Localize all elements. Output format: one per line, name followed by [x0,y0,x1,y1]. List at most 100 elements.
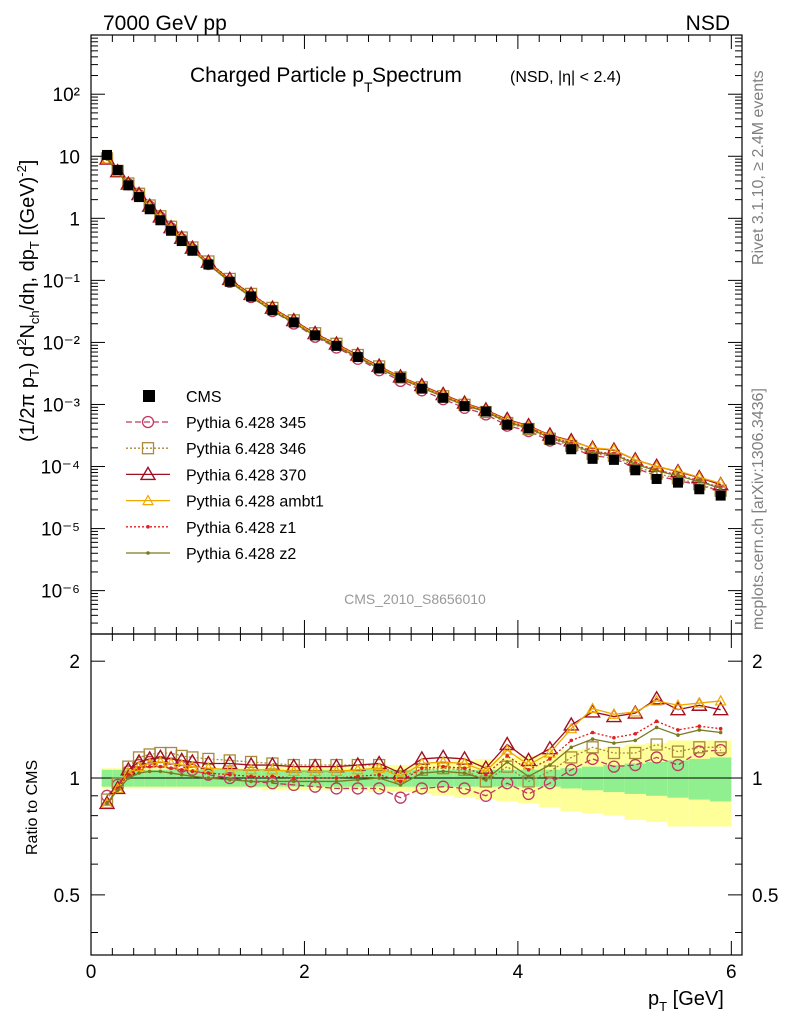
data-point [351,782,364,795]
process-label: NSD [686,12,730,35]
data-point [126,772,131,777]
series-main-ambt1 [100,152,727,488]
legend-marker-p346 [141,442,155,455]
main-y-axis-label: (1/2π pT) d2Nch/dη, dpT [(GeV)-2] [14,160,42,442]
data-point [480,406,491,417]
legend-label-cms: CMS [186,389,222,406]
data-point [629,705,642,717]
data-point [190,769,195,774]
main-frame [90,34,743,635]
data-point [526,774,531,779]
data-point [377,776,381,780]
data-point [420,766,424,771]
data-point [548,763,552,767]
data-point [633,732,638,736]
data-point [458,782,471,795]
data-point [356,777,360,782]
legend-label-p346: Pythia 6.428 346 [186,441,306,458]
data-point [187,245,198,256]
data-point [331,340,342,351]
band-inner [645,761,668,796]
data-point [147,764,152,769]
data-point [186,751,199,764]
legend: CMS Pythia 6.428 345 Pythia 6.428 346 Pythi… [126,389,324,563]
data-point [416,383,427,394]
data-point [246,291,257,302]
data-point [102,149,113,160]
series-line [106,158,721,489]
data-point [144,204,155,215]
data-point [352,352,363,363]
data-point [523,423,534,434]
data-point [270,779,275,784]
data-point [654,719,659,724]
data-point [245,763,258,775]
data-point [309,765,322,777]
data-point [203,259,214,270]
data-point [718,726,723,731]
series-line [106,700,721,804]
legend-label-ambt1: Pythia 6.428 ambt1 [186,494,324,511]
data-point [712,701,729,716]
data-point [697,479,702,484]
data-point [169,771,173,775]
data-point [501,743,514,755]
data-point [176,236,187,247]
data-point [654,469,659,473]
data-point [334,776,339,780]
band-inner [688,758,710,800]
data-point [392,764,409,779]
data-point [137,766,141,771]
y-tick-label: 10⁻⁴ [41,458,80,479]
y-tick-label: 0.5 [54,886,80,907]
data-point [377,772,381,777]
data-point [650,751,663,764]
data-point [543,746,556,758]
data-point [287,765,300,777]
data-point [694,484,705,495]
legend-label-z1: Pythia 6.428 z1 [186,520,296,537]
data-point [123,180,134,191]
series-main-cms [102,149,726,501]
data-point [190,774,195,779]
data-point [676,733,680,737]
data-point [629,746,642,760]
y-tick-label: 1 [69,209,80,230]
legend-label-z2: Pythia 6.428 z2 [186,546,296,563]
data-point [394,791,407,804]
data-point [133,760,146,772]
data-point [313,779,317,784]
data-point [115,788,120,793]
data-point [313,776,317,780]
data-point [484,772,488,777]
data-point [266,763,279,775]
data-point [651,473,662,484]
y-tick-label: 1 [69,769,80,790]
data-point [98,795,116,810]
data-point [648,690,665,705]
data-point [158,769,163,774]
data-point [373,761,386,773]
data-point [224,276,235,287]
data-point [650,694,663,706]
data-point [462,771,467,775]
data-point [109,780,126,795]
data-point [697,724,702,728]
legend-marker-p370 [139,466,157,481]
data-point [137,771,141,775]
y-tick-label: 0.5 [752,886,778,907]
data-point [291,779,296,784]
band-inner [709,757,732,802]
x-axis-label: pT [GeV] [648,988,724,1014]
data-point [607,708,620,719]
data-point [718,486,723,491]
data-point [569,745,574,750]
series-ratio-z1 [105,719,723,806]
data-point [502,419,513,430]
series-line [106,698,721,804]
series-line [106,157,721,492]
data-point [715,490,726,501]
data-point [608,454,619,465]
data-point [310,330,321,341]
